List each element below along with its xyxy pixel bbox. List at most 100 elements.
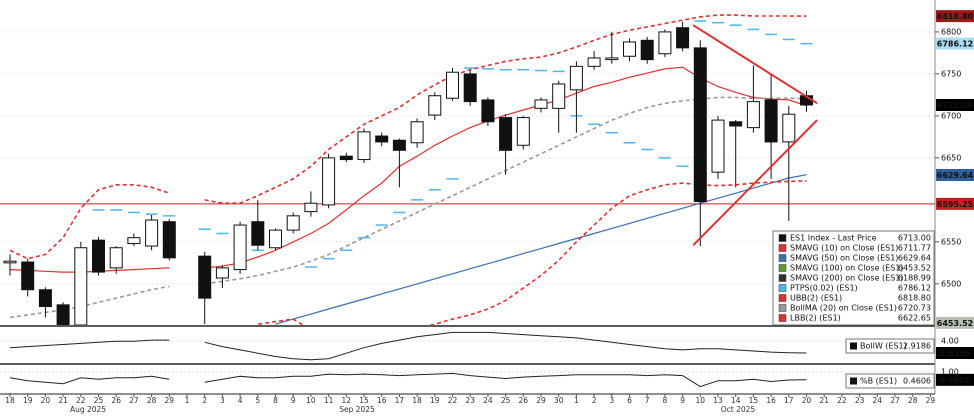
x-tick-label: 4 bbox=[238, 396, 243, 405]
x-tick-label: 20 bbox=[41, 396, 51, 405]
legend-label: UBB(2) (ES1) bbox=[790, 294, 842, 303]
candle-body bbox=[764, 99, 778, 143]
x-tick-label: 17 bbox=[395, 396, 405, 405]
candle-body bbox=[162, 221, 176, 259]
price-tag-label: 6595.25 bbox=[937, 200, 974, 209]
candle-body bbox=[499, 117, 513, 151]
candle-body bbox=[658, 31, 672, 55]
price-tag-label: 2.9186 bbox=[940, 349, 971, 358]
x-tick-label: 9 bbox=[680, 396, 685, 405]
price-tag-label: 6629.64 bbox=[937, 171, 974, 180]
y-tick-label: 6550 bbox=[941, 237, 961, 246]
panel-legend-box bbox=[845, 373, 935, 389]
legend-swatch bbox=[778, 234, 787, 242]
x-tick-label: 5 bbox=[255, 396, 260, 405]
candle-body bbox=[269, 229, 282, 249]
legend-label: BollMA (20) on Close (ES1) bbox=[790, 304, 897, 313]
legend-value: 6453.52 bbox=[898, 264, 931, 273]
candle-body bbox=[127, 237, 141, 245]
legend-value: 6622.65 bbox=[898, 314, 931, 323]
legend-box bbox=[772, 230, 935, 326]
legend-label: PTPS(0.02) (ES1) bbox=[790, 284, 858, 293]
legend-label: SMAVG (100) on Close (ES1) bbox=[790, 264, 904, 273]
price-tag bbox=[936, 316, 974, 329]
main-plot bbox=[0, 14, 935, 325]
x-tick-label: 29 bbox=[926, 396, 936, 405]
x-tick-label: 18 bbox=[412, 396, 422, 405]
candle-body bbox=[145, 219, 159, 247]
legend-value: 6713.00 bbox=[898, 234, 931, 243]
x-tick-label: 12 bbox=[342, 396, 352, 405]
x-tick-label: 14 bbox=[731, 396, 741, 405]
x-tick-label: 24 bbox=[483, 396, 493, 405]
candle-body bbox=[3, 260, 17, 264]
legend-swatch bbox=[778, 314, 787, 322]
x-tick-label: 3 bbox=[220, 396, 225, 405]
x-tick-label: 24 bbox=[873, 396, 883, 405]
candle-body bbox=[605, 57, 619, 61]
x-tick-label: 8 bbox=[663, 396, 668, 405]
x-tick-label: 18 bbox=[5, 396, 15, 405]
x-tick-label: 1 bbox=[185, 396, 190, 405]
y-tick-label: 4.00 bbox=[941, 337, 959, 346]
candle-body bbox=[711, 119, 725, 173]
candle-body bbox=[516, 117, 530, 146]
y-tick-label: 6650 bbox=[941, 153, 961, 162]
x-tick-label: 21 bbox=[58, 396, 68, 405]
candle-body bbox=[552, 83, 566, 109]
x-tick-label: 23 bbox=[855, 396, 865, 405]
x-tick-label: 28 bbox=[147, 396, 157, 405]
price-tag-label: 6786.12 bbox=[937, 40, 973, 49]
x-tick-label: 25 bbox=[94, 396, 104, 405]
price-tag bbox=[936, 37, 974, 50]
series-line bbox=[255, 180, 807, 325]
candle-body bbox=[74, 247, 88, 325]
x-tick-label: 10 bbox=[306, 396, 316, 405]
legend-swatch bbox=[778, 284, 787, 292]
legend-label: SMAVG (10) on Close (ES1) bbox=[790, 244, 898, 253]
x-tick-label: 7 bbox=[645, 396, 650, 405]
candle-body bbox=[109, 247, 123, 269]
legend-value: 6786.12 bbox=[898, 284, 931, 293]
candle-body bbox=[215, 267, 229, 279]
candle-body bbox=[428, 95, 442, 116]
month-label: Oct 2025 bbox=[721, 405, 756, 414]
candle-body bbox=[38, 289, 52, 308]
x-tick-label: 23 bbox=[465, 396, 475, 405]
x-tick-label: 25 bbox=[501, 396, 511, 405]
price-tag-label: 0.4606 bbox=[940, 376, 971, 385]
x-tick-label: 16 bbox=[377, 396, 387, 405]
candle-body bbox=[446, 71, 459, 99]
x-tick-label: 2 bbox=[592, 396, 597, 405]
price-tag-label: 6713.00 bbox=[937, 101, 974, 110]
candle-body bbox=[693, 47, 707, 203]
legend-swatch bbox=[778, 264, 787, 272]
candle-body bbox=[304, 202, 318, 213]
x-tick-label: 22 bbox=[837, 396, 847, 405]
price-tag bbox=[936, 98, 974, 111]
panel-legend-value: 2.9186 bbox=[903, 342, 931, 351]
pctb-plot bbox=[0, 371, 935, 388]
candle-body bbox=[198, 255, 212, 299]
x-tick-label: 20 bbox=[802, 396, 812, 405]
trendline bbox=[692, 24, 818, 105]
candle-body bbox=[21, 261, 35, 291]
candle-body bbox=[92, 239, 105, 273]
candle-body bbox=[375, 135, 389, 143]
candle-body bbox=[623, 41, 636, 57]
legend-label: SMAVG (200) on Close (ES1) bbox=[790, 274, 904, 283]
candle-body bbox=[286, 215, 300, 231]
x-tick-label: 1 bbox=[574, 396, 579, 405]
x-tick-label: 16 bbox=[766, 396, 776, 405]
legend-swatch bbox=[850, 342, 857, 350]
y-tick-label: 1.00 bbox=[941, 367, 959, 376]
legend-swatch bbox=[778, 244, 787, 252]
panel-legend-label: BollW (ES1) bbox=[860, 342, 907, 351]
candle-body bbox=[587, 57, 601, 67]
indicator-line bbox=[9, 372, 807, 388]
price-tag-label: 6818.80 bbox=[937, 12, 974, 21]
x-tick-label: 13 bbox=[713, 396, 723, 405]
month-label: Sep 2025 bbox=[339, 405, 375, 414]
